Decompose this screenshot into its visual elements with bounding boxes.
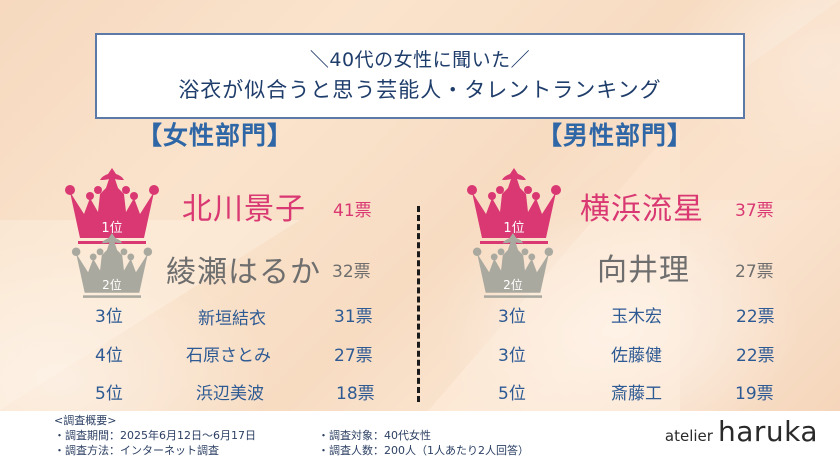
male-first-votes: 37票 bbox=[735, 201, 774, 221]
footer bbox=[0, 411, 840, 470]
male-row-votes: 19票 bbox=[735, 384, 774, 404]
male-row-rank: 5位 bbox=[498, 384, 526, 404]
male-row-rank: 3位 bbox=[498, 346, 526, 366]
male-first-name: 横浜流星 bbox=[580, 192, 704, 227]
female-row-rank: 3位 bbox=[95, 307, 123, 327]
title-box: ＼40代の女性に聞いた／ 浴衣が似合うと思う芸能人・タレントランキング bbox=[95, 33, 745, 119]
female-second-votes: 32票 bbox=[332, 262, 371, 282]
survey-target: ・調査対象：40代女性 bbox=[318, 429, 431, 442]
survey-period: ・調査期間：2025年6月12日～6月17日 bbox=[54, 429, 256, 442]
page-title: 浴衣が似合うと思う芸能人・タレントランキング bbox=[178, 78, 662, 102]
logo-prefix: atelier bbox=[664, 427, 713, 445]
female-first-name: 北川景子 bbox=[182, 192, 306, 227]
male-row-name: 斎藤工 bbox=[611, 384, 662, 404]
male-second-votes: 27票 bbox=[735, 262, 774, 282]
title-subheading: ＼40代の女性に聞いた／ bbox=[309, 49, 531, 71]
female-row-name: 新垣結衣 bbox=[198, 309, 266, 329]
crown-icon: 1位 bbox=[466, 168, 562, 250]
male-row-name: 玉木宏 bbox=[611, 307, 662, 327]
female-second-name: 綾瀬はるか bbox=[166, 255, 321, 290]
survey-heading: <調査概要> bbox=[54, 414, 117, 427]
crown-icon: 2位 bbox=[70, 233, 154, 303]
rank-label: 2位 bbox=[102, 278, 122, 292]
female-row-votes: 31票 bbox=[334, 307, 373, 327]
rank-label: 2位 bbox=[503, 278, 523, 292]
male-row-rank: 3位 bbox=[498, 307, 526, 327]
rank-label: 1位 bbox=[503, 221, 525, 236]
male-row-votes: 22票 bbox=[736, 346, 775, 366]
female-section-title: 【女性部門】 bbox=[136, 121, 293, 150]
logo-name: haruka bbox=[717, 415, 818, 448]
female-row-rank: 5位 bbox=[95, 384, 123, 404]
crown-silver-icon bbox=[472, 233, 554, 298]
survey-count: ・調査人数：200人（1人あたり2人回答） bbox=[318, 444, 529, 457]
rank-label: 1位 bbox=[101, 221, 123, 236]
brand-logo: atelier haruka bbox=[665, 415, 818, 448]
section-divider bbox=[417, 206, 420, 402]
crown-silver-icon bbox=[71, 233, 153, 298]
survey-method: ・調査方法：インターネット調査 bbox=[54, 444, 219, 457]
female-row-rank: 4位 bbox=[95, 346, 123, 366]
background-shard bbox=[420, 120, 680, 411]
female-row-votes: 18票 bbox=[336, 384, 375, 404]
crown-icon: 2位 bbox=[471, 233, 555, 303]
female-first-votes: 41票 bbox=[333, 201, 372, 221]
male-second-name: 向井理 bbox=[597, 253, 690, 288]
female-row-name: 浜辺美波 bbox=[196, 384, 264, 404]
male-row-votes: 22票 bbox=[736, 307, 775, 327]
female-row-name: 石原さとみ bbox=[186, 346, 271, 366]
female-row-votes: 27票 bbox=[334, 346, 373, 366]
male-row-name: 佐藤健 bbox=[611, 346, 662, 366]
male-section-title: 【男性部門】 bbox=[536, 121, 693, 150]
